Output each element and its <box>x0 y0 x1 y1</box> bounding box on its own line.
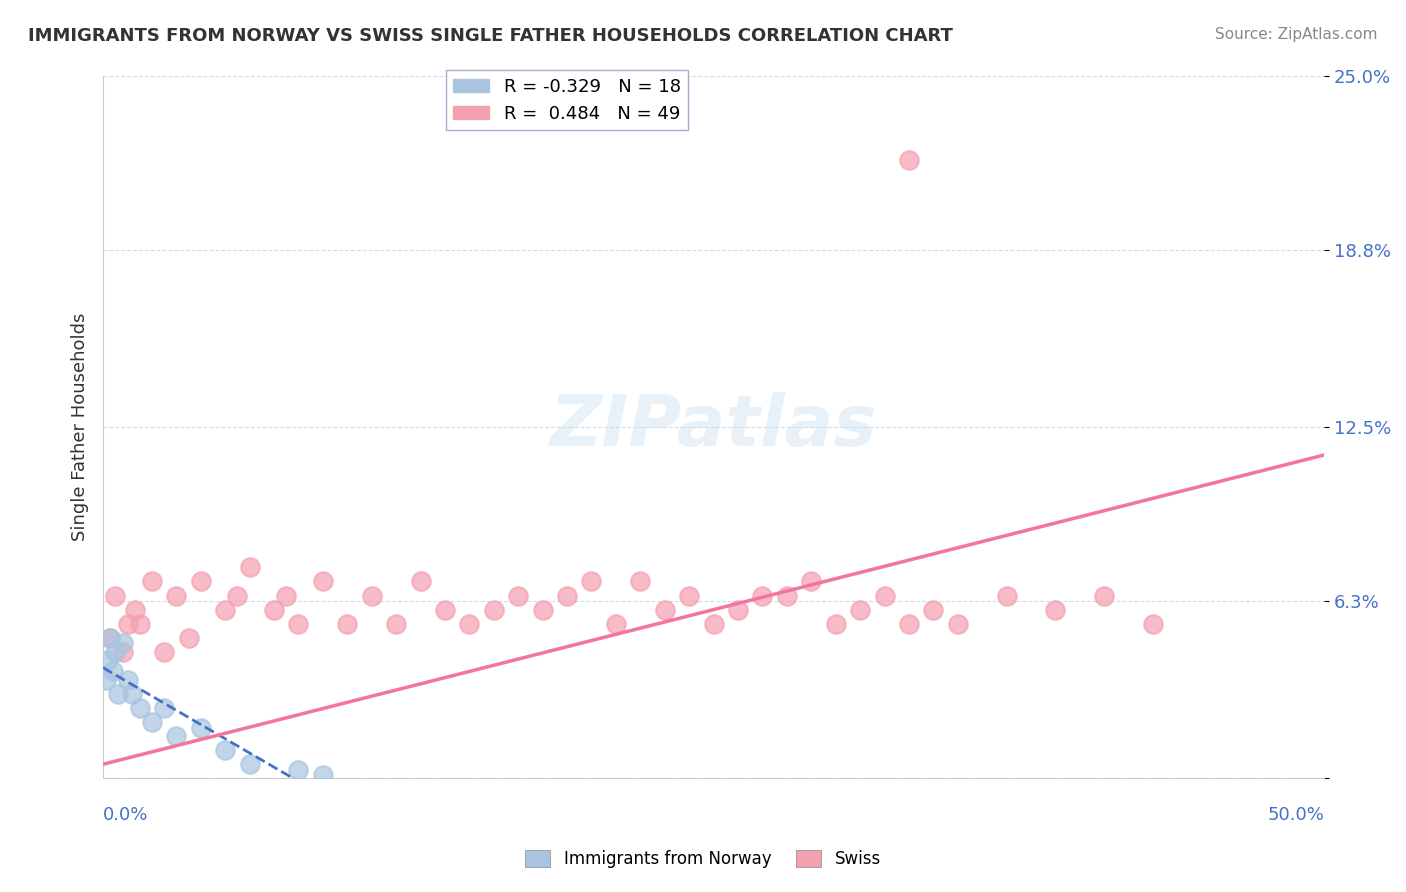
Point <box>776 589 799 603</box>
Point <box>897 616 920 631</box>
Legend: R = -0.329   N = 18, R =  0.484   N = 49: R = -0.329 N = 18, R = 0.484 N = 49 <box>446 70 688 130</box>
Point <box>555 589 578 603</box>
Point <box>239 757 262 772</box>
Point <box>922 602 945 616</box>
Text: 0.0%: 0.0% <box>103 806 149 824</box>
Point <box>824 616 846 631</box>
Text: 50.0%: 50.0% <box>1267 806 1324 824</box>
Point <box>128 616 150 631</box>
Point <box>1142 616 1164 631</box>
Point <box>107 687 129 701</box>
Point <box>849 602 872 616</box>
Point <box>1045 602 1067 616</box>
Point <box>239 560 262 574</box>
Point <box>101 665 124 679</box>
Point <box>153 701 176 715</box>
Point <box>177 631 200 645</box>
Point <box>276 589 298 603</box>
Point <box>226 589 249 603</box>
Point <box>117 616 139 631</box>
Point <box>287 616 309 631</box>
Y-axis label: Single Father Households: Single Father Households <box>72 313 89 541</box>
Point <box>97 653 120 667</box>
Point <box>727 602 749 616</box>
Point <box>312 574 335 589</box>
Point <box>385 616 408 631</box>
Point <box>605 616 627 631</box>
Point <box>409 574 432 589</box>
Legend: Immigrants from Norway, Swiss: Immigrants from Norway, Swiss <box>519 843 887 875</box>
Point <box>141 574 163 589</box>
Point <box>117 673 139 687</box>
Point <box>312 768 335 782</box>
Point <box>678 589 700 603</box>
Point <box>628 574 651 589</box>
Point <box>1092 589 1115 603</box>
Point <box>100 631 122 645</box>
Point <box>128 701 150 715</box>
Text: IMMIGRANTS FROM NORWAY VS SWISS SINGLE FATHER HOUSEHOLDS CORRELATION CHART: IMMIGRANTS FROM NORWAY VS SWISS SINGLE F… <box>28 27 953 45</box>
Point <box>111 636 134 650</box>
Point <box>751 589 773 603</box>
Point <box>458 616 481 631</box>
Point <box>995 589 1018 603</box>
Point <box>121 687 143 701</box>
Point <box>433 602 456 616</box>
Point <box>94 673 117 687</box>
Point <box>104 645 127 659</box>
Point <box>153 645 176 659</box>
Text: ZIPatlas: ZIPatlas <box>550 392 877 461</box>
Point <box>946 616 969 631</box>
Point <box>214 602 236 616</box>
Point <box>581 574 603 589</box>
Point <box>800 574 823 589</box>
Point <box>703 616 725 631</box>
Point <box>104 589 127 603</box>
Point <box>190 721 212 735</box>
Point <box>336 616 359 631</box>
Point <box>531 602 554 616</box>
Point <box>141 714 163 729</box>
Point <box>482 602 505 616</box>
Point <box>165 589 187 603</box>
Point <box>287 763 309 777</box>
Point <box>190 574 212 589</box>
Point <box>111 645 134 659</box>
Point <box>100 631 122 645</box>
Point <box>263 602 285 616</box>
Text: Source: ZipAtlas.com: Source: ZipAtlas.com <box>1215 27 1378 42</box>
Point <box>165 729 187 743</box>
Point <box>124 602 146 616</box>
Point <box>654 602 676 616</box>
Point <box>508 589 530 603</box>
Point <box>897 153 920 167</box>
Point <box>873 589 896 603</box>
Point <box>214 743 236 757</box>
Point <box>360 589 382 603</box>
